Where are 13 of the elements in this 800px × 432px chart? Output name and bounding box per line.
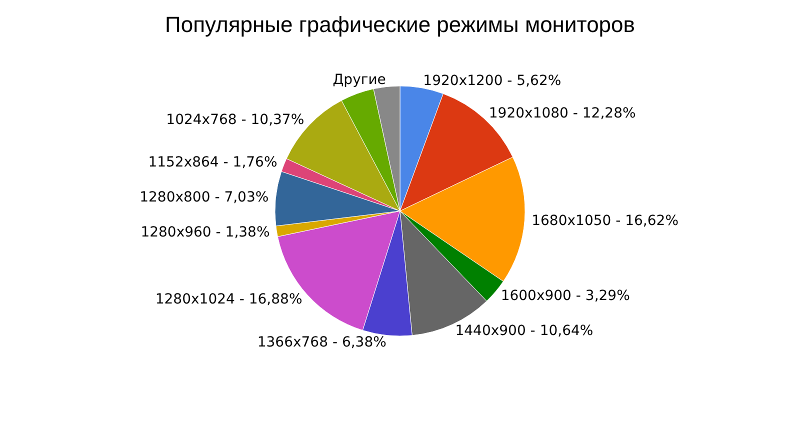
slice-label: 1440x900 - 10,64% [455, 322, 594, 339]
slice-label: 1280x800 - 7,03% [140, 190, 269, 206]
slice-label: 1024x768 - 10,37% [166, 112, 304, 128]
slice-label: Другие [332, 72, 386, 88]
slice-label: 1920x1200 - 5,62% [423, 73, 562, 90]
slice-label: 1680x1050 - 16,62% [532, 213, 679, 230]
slice-label: 1920x1080 - 12,28% [488, 105, 636, 122]
slice-label: 1366x768 - 6,38% [257, 334, 386, 350]
slice-label: 1280x960 - 1,38% [140, 224, 270, 240]
slice-label: 1280x1024 - 16,88% [155, 292, 302, 308]
slice-label: 1152x864 - 1,76% [148, 154, 278, 170]
chart-title: Популярные графические режимы мониторов [165, 12, 635, 37]
slice-label: 1600x900 - 3,29% [500, 288, 630, 304]
